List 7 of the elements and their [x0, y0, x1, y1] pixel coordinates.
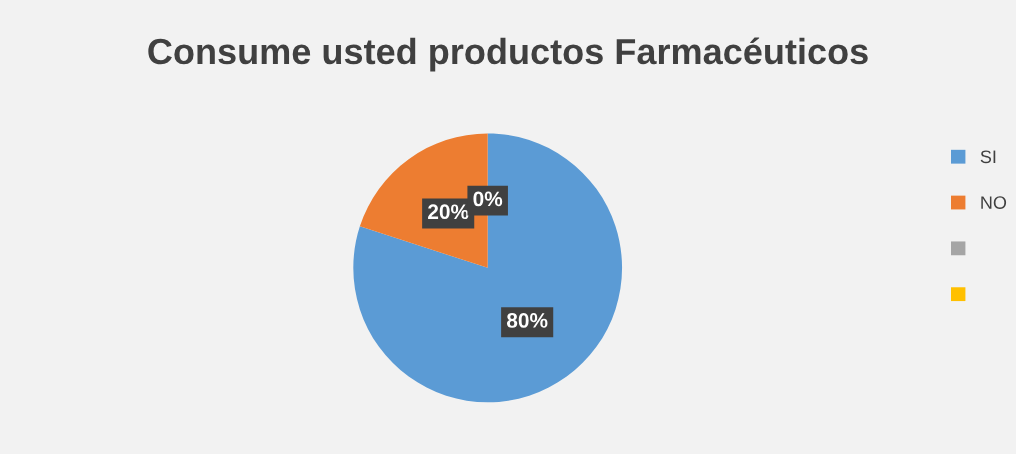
chart-title: Consume usted productos Farmacéuticos: [148, 37, 868, 72]
legend-label: NO: [981, 196, 1007, 209]
text: 0%: [473, 191, 503, 207]
legend-label: SI: [980, 150, 996, 164]
data-label: 20%: [428, 204, 469, 220]
data-label: 80%: [506, 313, 548, 328]
pie-slice: [353, 133, 623, 403]
